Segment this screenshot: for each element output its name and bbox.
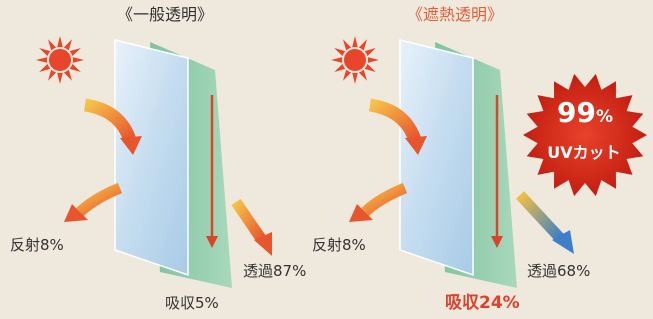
starburst bbox=[523, 74, 647, 196]
reflect-arrow bbox=[80, 188, 120, 212]
panel-title: 《遮熱透明》 bbox=[407, 5, 503, 24]
sun-core bbox=[48, 48, 72, 72]
sun-core bbox=[343, 48, 367, 72]
panel-title: 《一般透明》 bbox=[117, 5, 213, 24]
transmit-label: 透過87% bbox=[243, 262, 306, 280]
reflect-label: 反射8% bbox=[10, 236, 64, 254]
transmit-label: 透過68% bbox=[527, 262, 590, 280]
transmit-arrow bbox=[520, 195, 560, 238]
badge-unit: % bbox=[596, 107, 613, 127]
glass-pane bbox=[400, 40, 473, 275]
reflect-arrow bbox=[365, 188, 405, 212]
sun bbox=[331, 36, 379, 84]
transmit-arrow bbox=[236, 202, 262, 240]
glass-pane bbox=[115, 40, 188, 275]
diagram: 《一般透明》 反射8% 透過87% 吸収5% 《遮熱透明》 反射8% 透過68%… bbox=[0, 0, 653, 315]
uv-badge: 99% UVカット bbox=[523, 74, 647, 196]
badge-number: 99 bbox=[557, 96, 596, 129]
sun bbox=[36, 36, 84, 84]
absorb-label: 吸収24% bbox=[445, 293, 520, 313]
absorb-label: 吸収5% bbox=[165, 294, 219, 312]
panel-normal: 《一般透明》 反射8% 透過87% 吸収5% bbox=[10, 5, 306, 312]
reflect-label: 反射8% bbox=[312, 236, 366, 254]
badge-label: UVカット bbox=[547, 143, 620, 162]
